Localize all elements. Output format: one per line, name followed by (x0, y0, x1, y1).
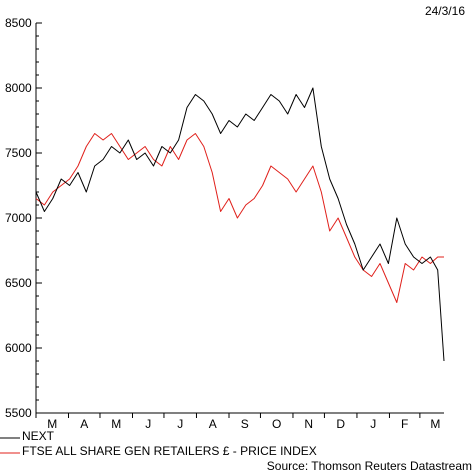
y-tick-label: 6500 (5, 276, 32, 290)
y-tick-label: 7500 (5, 146, 32, 160)
x-tick-label: S (241, 417, 249, 431)
series-line-retailers-index (35, 133, 444, 303)
x-tick-label: M (111, 417, 121, 431)
plot-lines (35, 87, 445, 362)
y-tick-label: 7000 (5, 211, 32, 225)
y-tick-label: 5500 (5, 406, 32, 420)
x-tick-label: J (145, 417, 151, 431)
y-axis: 5500 6000 6500 7000 7500 8000 8500 (5, 16, 42, 420)
legend-label-next: NEXT (22, 429, 55, 443)
source-note: Source: Thomson Reuters Datastream (267, 459, 472, 473)
legend: NEXT FTSE ALL SHARE GEN RETAILERS £ - PR… (0, 429, 317, 458)
x-tick-label: J (177, 417, 183, 431)
chart-date-label: 24/3/16 (425, 4, 465, 18)
x-tick-label: F (401, 417, 408, 431)
x-tick-label: D (336, 417, 345, 431)
x-tick-label: O (272, 417, 281, 431)
x-tick-label: A (209, 417, 217, 431)
x-tick-label: M (430, 417, 440, 431)
x-tick-label: J (370, 417, 376, 431)
y-tick-label: 6000 (5, 341, 32, 355)
y-tick-label: 8500 (5, 16, 32, 30)
x-tick-label: N (304, 417, 313, 431)
legend-label-retailers-index: FTSE ALL SHARE GEN RETAILERS £ - PRICE I… (22, 444, 317, 458)
series-line-next (35, 87, 445, 362)
y-tick-label: 8000 (5, 81, 32, 95)
x-tick-label: M (47, 417, 57, 431)
x-tick-label: A (80, 417, 88, 431)
